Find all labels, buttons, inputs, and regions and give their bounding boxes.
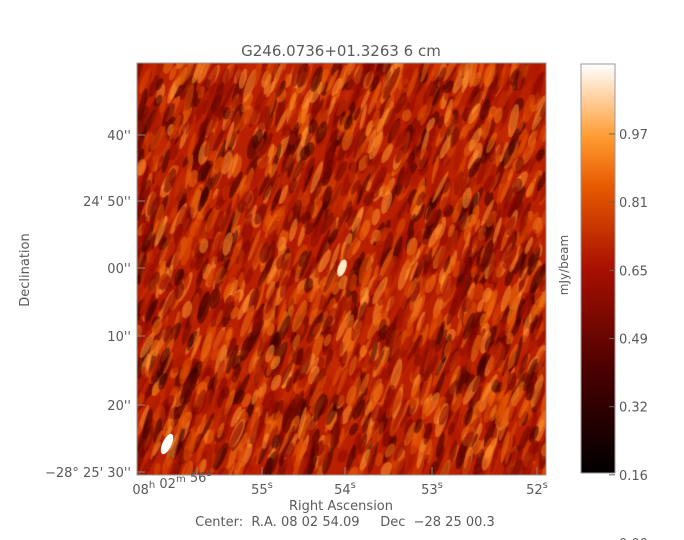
- chart-title: G246.0736+01.3263 6 cm: [241, 42, 441, 60]
- colorbar: [580, 63, 616, 474]
- y-tick-label: −28° 25' 30'': [45, 466, 131, 481]
- y-tick-label: 20'': [107, 399, 131, 414]
- colorbar-label: mJy/beam: [557, 235, 571, 295]
- x-tick-label: 08h 02m 56s: [132, 468, 211, 498]
- x-tick-label: 53s: [421, 480, 443, 498]
- x-tick-label: 54s: [334, 480, 356, 498]
- beam-ellipse: [160, 433, 174, 455]
- radio-image: [137, 63, 546, 475]
- y-tick-label: 00'': [107, 262, 131, 277]
- y-axis-label: Declination: [18, 233, 33, 307]
- y-tick-label: 10'': [107, 330, 131, 345]
- center-coordinates: Center: R.A. 08 02 54.09 Dec −28 25 00.3: [195, 515, 495, 530]
- colorbar-tick-label: 0.81: [619, 196, 648, 211]
- y-tick-label: 40'': [107, 129, 131, 144]
- x-tick-label: 55s: [251, 480, 273, 498]
- colorbar-tick-label: 0.65: [619, 264, 648, 279]
- image-border: [136, 62, 547, 476]
- y-tick-label: 24' 50'': [83, 195, 131, 210]
- colorbar-tick-label: 0.49: [619, 333, 648, 348]
- x-tick-label: 52s: [526, 480, 548, 498]
- colorbar-tick-label: 0.97: [619, 128, 648, 143]
- x-axis-label: Right Ascension: [289, 499, 393, 514]
- colorbar-tick-label: 0.00: [619, 537, 648, 540]
- colorbar-tick-label: 0.32: [619, 401, 648, 416]
- colorbar-tick-label: 0.16: [619, 469, 648, 484]
